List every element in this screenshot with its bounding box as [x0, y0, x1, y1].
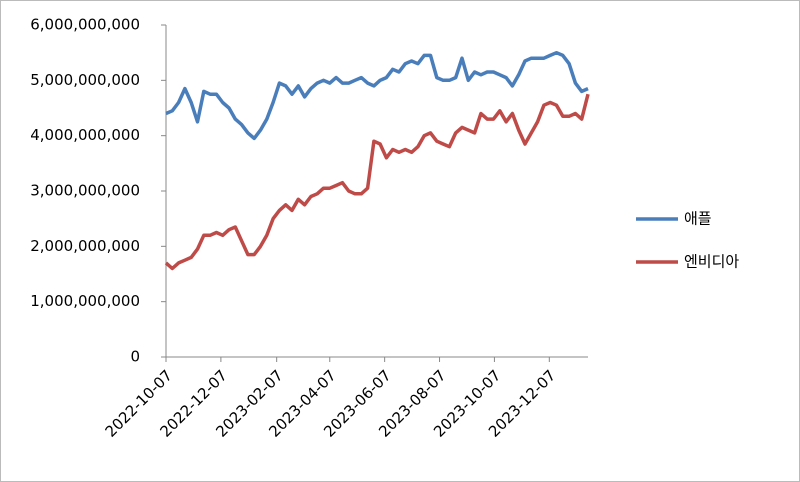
y-tick-label: 0: [130, 348, 140, 366]
y-tick-label: 4,000,000,000: [30, 126, 140, 144]
y-tick-label: 6,000,000,000: [30, 16, 140, 34]
y-tick-label: 5,000,000,000: [30, 71, 140, 89]
y-tick-label: 3,000,000,000: [30, 182, 140, 200]
series-line: [164, 93, 590, 271]
legend-label: 엔비디아: [684, 253, 739, 271]
series-line: [165, 50, 589, 141]
legend-label: 애플: [684, 210, 712, 228]
y-tick-label: 2,000,000,000: [30, 237, 140, 255]
y-tick-label: 1,000,000,000: [30, 292, 140, 310]
